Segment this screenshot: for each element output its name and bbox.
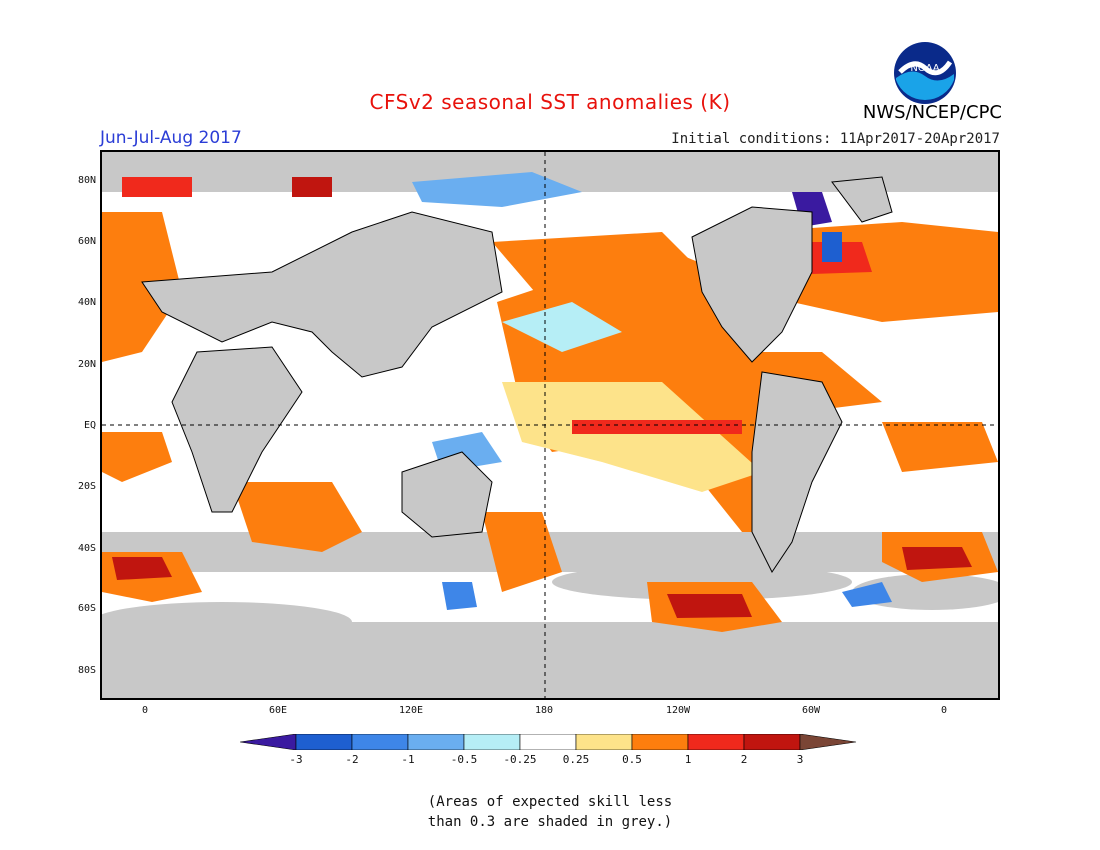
colorbar-tick: -0.5 [450, 753, 478, 766]
north-america [691, 206, 813, 363]
colorbar-tick: 2 [740, 753, 748, 766]
season-label: Jun-Jul-Aug 2017 [100, 128, 242, 148]
australia [401, 451, 493, 538]
eurasia [141, 211, 503, 378]
lat-label: 60S [77, 603, 96, 614]
colorbar-tick: -1 [401, 753, 415, 766]
lat-label: 40S [77, 543, 96, 554]
sst-anomaly-map [100, 150, 1000, 700]
colorbar-segment [407, 734, 465, 750]
colorbar-segment [519, 734, 577, 750]
lon-label: 120W [665, 705, 691, 716]
organization-label: NWS/NCEP/CPC [862, 102, 1002, 123]
footnote-line-2: than 0.3 are shaded in grey.) [427, 814, 673, 830]
map-title: CFSv2 seasonal SST anomalies (K) [369, 90, 731, 114]
map-canvas [102, 152, 998, 698]
colorbar-segment [351, 734, 409, 750]
lat-label: 20S [77, 481, 96, 492]
colorbar-segment [631, 734, 689, 750]
lat-label: 80N [77, 175, 96, 186]
colorbar-tick: -0.25 [503, 753, 537, 766]
lon-label: 180 [534, 705, 554, 716]
lon-label: 60W [801, 705, 821, 716]
greenland [831, 176, 893, 223]
lat-label: EQ [83, 420, 96, 431]
lat-label: 80S [77, 665, 96, 676]
colorbar-segment [463, 734, 521, 750]
colorbar-segment [687, 734, 745, 750]
colorbar-tick: 1 [684, 753, 692, 766]
noaa-logo: NOAA [892, 40, 958, 106]
lon-label: 0 [940, 705, 948, 716]
colorbar-tick: 0.5 [622, 753, 642, 766]
colorbar-tick: -2 [345, 753, 359, 766]
noaa-logo-text: NOAA [910, 63, 939, 74]
colorbar [240, 734, 857, 750]
colorbar-segment [799, 734, 857, 750]
colorbar-tick: -3 [289, 753, 303, 766]
lon-label: 0 [141, 705, 149, 716]
africa [171, 346, 303, 513]
colorbar-segment [575, 734, 633, 750]
lat-label: 40N [77, 297, 96, 308]
colorbar-segment [743, 734, 801, 750]
colorbar-tick: 3 [796, 753, 804, 766]
continents [141, 176, 893, 573]
graticule [102, 152, 998, 698]
lon-label: 60E [268, 705, 288, 716]
colorbar-tick: 0.25 [562, 753, 590, 766]
colorbar-segment [240, 734, 297, 750]
lat-label: 60N [77, 236, 96, 247]
lon-label: 120E [398, 705, 424, 716]
footnote-line-1: (Areas of expected skill less [427, 794, 673, 810]
colorbar-segment [295, 734, 353, 750]
lat-label: 20N [77, 359, 96, 370]
initial-conditions-label: Initial conditions: 11Apr2017-20Apr2017 [671, 131, 1000, 147]
skill-footnote: (Areas of expected skill less than 0.3 a… [0, 792, 1100, 832]
south-america [751, 371, 843, 573]
